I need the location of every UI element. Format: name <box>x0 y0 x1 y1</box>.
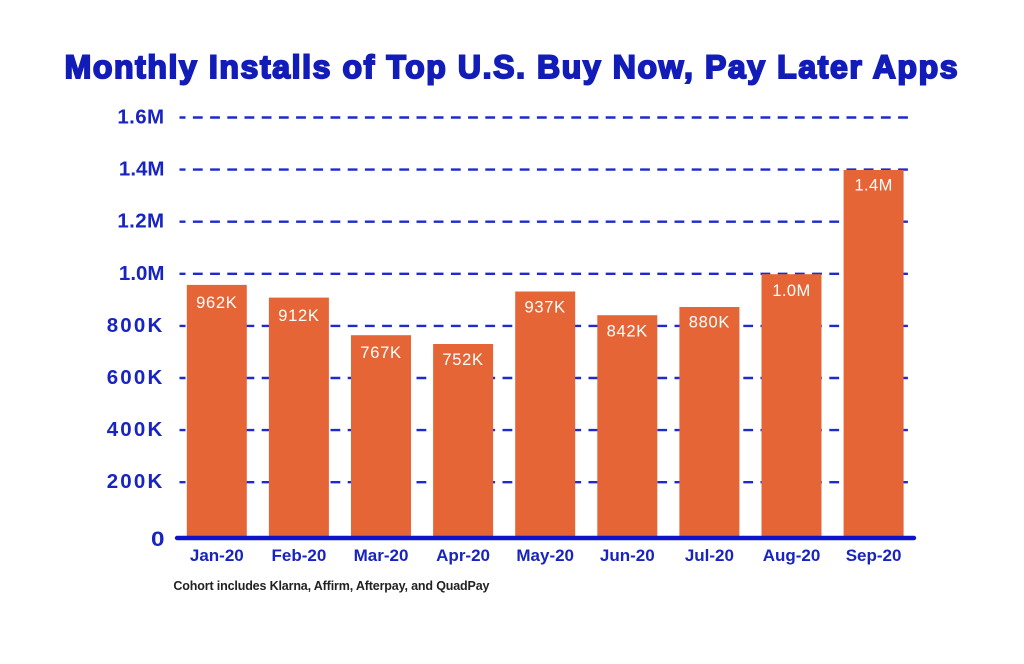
svg-text:800K: 800K <box>107 314 165 337</box>
svg-text:Feb-20: Feb-20 <box>272 546 327 565</box>
svg-text:Apr-20: Apr-20 <box>436 546 490 565</box>
svg-text:767K: 767K <box>360 344 401 362</box>
svg-text:200K: 200K <box>107 470 165 493</box>
svg-text:1.2M: 1.2M <box>117 210 164 233</box>
svg-text:Jul-20: Jul-20 <box>685 546 734 565</box>
svg-text:600K: 600K <box>107 366 165 389</box>
svg-text:Mar-20: Mar-20 <box>354 546 409 565</box>
svg-text:1.6M: 1.6M <box>117 106 164 129</box>
svg-text:962K: 962K <box>196 294 237 312</box>
svg-text:Monthly Installs of Top U.S. B: Monthly Installs of Top U.S. Buy Now, Pa… <box>65 49 960 85</box>
svg-text:1.0M: 1.0M <box>772 282 810 300</box>
svg-text:1.4M: 1.4M <box>854 177 892 195</box>
svg-text:1.0M: 1.0M <box>119 262 165 285</box>
svg-text:Sep-20: Sep-20 <box>846 546 902 565</box>
svg-text:752K: 752K <box>442 351 483 369</box>
svg-text:May-20: May-20 <box>516 546 574 565</box>
svg-text:Cohort includes Klarna, Affirm: Cohort includes Klarna, Affirm, Afterpay… <box>173 579 489 593</box>
svg-text:1.4M: 1.4M <box>119 158 165 181</box>
svg-text:Jan-20: Jan-20 <box>190 546 244 565</box>
svg-text:Aug-20: Aug-20 <box>763 546 821 565</box>
svg-text:400K: 400K <box>107 418 165 441</box>
svg-text:Jun-20: Jun-20 <box>600 546 655 565</box>
svg-text:880K: 880K <box>689 314 730 332</box>
svg-text:912K: 912K <box>278 307 319 325</box>
svg-text:0: 0 <box>151 528 165 551</box>
svg-text:937K: 937K <box>525 299 566 317</box>
svg-text:842K: 842K <box>607 322 648 340</box>
